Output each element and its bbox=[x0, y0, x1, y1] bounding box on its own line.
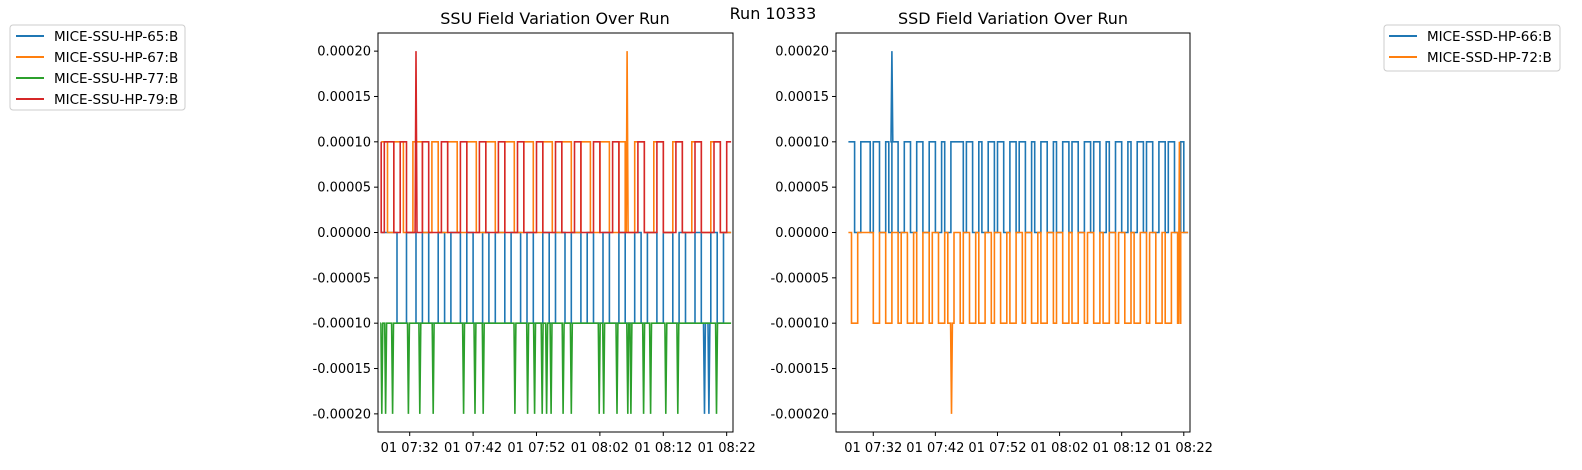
legend-label: MICE-SSU-HP-79:B bbox=[54, 92, 178, 108]
y-tick-label: -0.00020 bbox=[771, 407, 829, 422]
x-tick-label: 01 08:12 bbox=[634, 441, 692, 456]
x-tick-label: 01 08:22 bbox=[698, 441, 756, 456]
y-tick-label: -0.00005 bbox=[313, 271, 371, 286]
y-tick-label: -0.00010 bbox=[313, 317, 371, 332]
ssu-axes: SSU Field Variation Over Run 0.00020 0.00… bbox=[313, 9, 756, 456]
legend-label: MICE-SSU-HP-67:B bbox=[54, 50, 178, 66]
x-tick-label: 01 07:32 bbox=[844, 441, 902, 456]
ssu-chart-title: SSU Field Variation Over Run bbox=[440, 9, 669, 28]
legend-label: MICE-SSD-HP-72:B bbox=[1427, 50, 1552, 66]
y-tick-label: 0.00005 bbox=[317, 181, 371, 196]
series-line-mice-ssu-hp-65-b bbox=[381, 231, 732, 414]
legend-label: MICE-SSU-HP-77:B bbox=[54, 71, 178, 87]
x-tick-label: 01 07:52 bbox=[507, 441, 565, 456]
legend-label: MICE-SSU-HP-65:B bbox=[54, 29, 178, 45]
plot-area bbox=[848, 51, 1189, 414]
legend-ssd: MICE-SSD-HP-66:B MICE-SSD-HP-72:B bbox=[1383, 24, 1561, 72]
series-line-mice-ssu-hp-79-b bbox=[380, 51, 732, 234]
y-tick-label: 0.00015 bbox=[317, 90, 371, 105]
y-tick-label: 0.00000 bbox=[317, 226, 371, 241]
y-tick-label: -0.00015 bbox=[313, 362, 371, 377]
x-tick-label: 01 07:32 bbox=[381, 441, 439, 456]
legend-ssu: MICE-SSU-HP-65:B MICE-SSU-HP-67:B MICE-SSU… bbox=[9, 24, 186, 111]
x-tick-label: 01 07:42 bbox=[444, 441, 502, 456]
series-line-mice-ssd-hp-72-b bbox=[848, 141, 1189, 414]
y-tick-label: -0.00010 bbox=[771, 317, 829, 332]
x-tick-label: 01 08:02 bbox=[1031, 441, 1089, 456]
x-tick-label: 01 08:22 bbox=[1155, 441, 1213, 456]
series-line-mice-ssd-hp-66-b bbox=[848, 51, 1189, 234]
ssd-chart-title: SSD Field Variation Over Run bbox=[898, 9, 1128, 28]
y-tick-label: 0.00010 bbox=[775, 135, 829, 150]
x-tick-label: 01 07:52 bbox=[968, 441, 1026, 456]
y-tick-label: 0.00010 bbox=[317, 135, 371, 150]
x-tick-label: 01 08:12 bbox=[1093, 441, 1151, 456]
figure-suptitle: Run 10333 bbox=[730, 4, 817, 23]
y-tick-label: 0.00015 bbox=[775, 90, 829, 105]
y-tick-label: 0.00020 bbox=[317, 45, 371, 60]
ssd-axes: SSD Field Variation Over Run 0.00020 0.00… bbox=[771, 9, 1213, 456]
y-tick-label: 0.00005 bbox=[775, 181, 829, 196]
x-tick-label: 01 07:42 bbox=[906, 441, 964, 456]
x-tick-label: 01 08:02 bbox=[571, 441, 629, 456]
y-tick-label: -0.00015 bbox=[771, 362, 829, 377]
plot-area bbox=[380, 51, 732, 414]
y-tick-label: -0.00020 bbox=[313, 407, 371, 422]
y-tick-label: -0.00005 bbox=[771, 271, 829, 286]
legend-label: MICE-SSD-HP-66:B bbox=[1427, 29, 1552, 45]
y-tick-label: 0.00000 bbox=[775, 226, 829, 241]
y-tick-label: 0.00020 bbox=[775, 45, 829, 60]
series-line-mice-ssu-hp-77-b bbox=[380, 322, 732, 414]
